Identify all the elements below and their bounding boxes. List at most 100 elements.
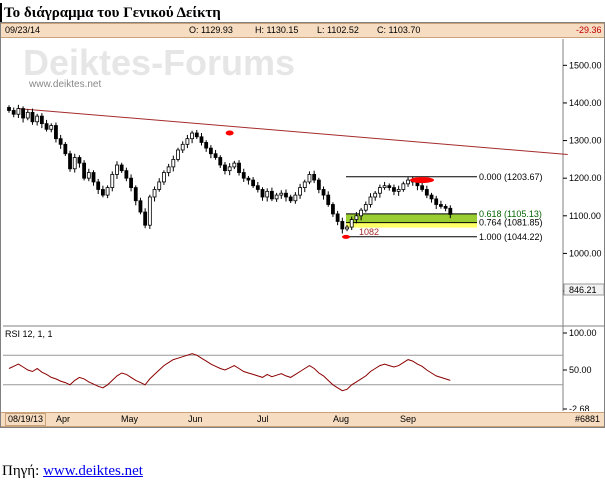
last-value-box bbox=[563, 283, 604, 296]
candle-body bbox=[96, 181, 101, 190]
candle-body bbox=[387, 185, 392, 188]
candle-body bbox=[204, 142, 209, 149]
chart-window: 09/23/14 O: 1129.93 H: 1130.15 L: 1102.5… bbox=[0, 22, 605, 428]
candle-body bbox=[185, 138, 190, 145]
candle-body bbox=[260, 189, 265, 198]
y-tick-label: 1200.00 bbox=[569, 173, 602, 183]
candle-body bbox=[377, 187, 382, 194]
source-line: Πηγή: www.deiktes.net bbox=[2, 463, 143, 480]
candle-body bbox=[316, 179, 321, 190]
candle-body bbox=[434, 198, 439, 205]
ohlc-open: O: 1129.93 bbox=[189, 25, 233, 35]
candle-body bbox=[359, 209, 364, 217]
chart-canvas: Deiktes-Forums www.deiktes.net 1500.00 14… bbox=[3, 39, 604, 411]
candle-body bbox=[58, 138, 63, 145]
fibonacci-levels: 0.000 (1203.67) 0.618 (1105.13)0.764 (108… bbox=[346, 172, 543, 242]
candle-body bbox=[82, 162, 87, 179]
candle-body bbox=[54, 125, 58, 140]
candle-body bbox=[396, 189, 401, 192]
candle-body bbox=[448, 207, 453, 215]
fib-level-label: 0.618 (1105.13) bbox=[479, 209, 542, 219]
candle-body bbox=[143, 211, 148, 226]
ohlc-close: C: 1103.70 bbox=[377, 25, 421, 35]
fib-band-green bbox=[346, 213, 477, 223]
last-value-label: 846.21 bbox=[569, 285, 597, 295]
candle-body bbox=[274, 194, 279, 200]
candle-body bbox=[162, 172, 166, 183]
low-highlight bbox=[342, 234, 350, 239]
candle-body bbox=[241, 172, 246, 179]
candle-body bbox=[293, 194, 298, 202]
candle-body bbox=[354, 215, 359, 220]
candle-body bbox=[232, 162, 237, 168]
candle-body bbox=[424, 189, 429, 196]
rsi-y-tick-label: 50.00 bbox=[569, 365, 592, 375]
candle-body bbox=[35, 115, 40, 123]
candle-body bbox=[7, 107, 11, 111]
candle-body bbox=[227, 166, 232, 172]
low-label: 1082 bbox=[359, 227, 379, 237]
candle-body bbox=[25, 111, 30, 119]
y-tick-label: 1300.00 bbox=[569, 136, 602, 146]
candle-body bbox=[223, 164, 227, 172]
trendline-line bbox=[18, 108, 568, 155]
peak-highlight bbox=[410, 177, 434, 184]
candle-body bbox=[321, 189, 326, 196]
peak-highlight bbox=[225, 130, 234, 136]
month-label: Jul bbox=[257, 414, 269, 424]
rsi-panel: RSI 12, 1, 1 100.00 50.00 -2.68 bbox=[3, 328, 597, 411]
ohlc-low: L: 1102.52 bbox=[317, 25, 359, 35]
candle-body bbox=[72, 157, 77, 170]
candle-body bbox=[331, 204, 335, 215]
price-annotations: 1082 bbox=[225, 130, 434, 239]
candle-body bbox=[270, 190, 274, 200]
candle-body bbox=[255, 185, 260, 190]
candle-body bbox=[77, 157, 82, 164]
candle-body bbox=[265, 190, 270, 198]
month-label: Apr bbox=[56, 414, 71, 424]
fib-level-label: 0.764 (1081.85) bbox=[479, 218, 543, 228]
candle-body bbox=[246, 177, 251, 181]
candle-body bbox=[194, 132, 199, 138]
candle-body bbox=[237, 162, 241, 173]
rsi-y-tick-label: 100.00 bbox=[569, 328, 597, 338]
y-tick-label: 1400.00 bbox=[569, 98, 602, 108]
candle-body bbox=[68, 153, 72, 170]
candle-body bbox=[279, 192, 284, 196]
candle-body bbox=[11, 110, 16, 115]
ohlc-date: 09/23/14 bbox=[5, 25, 41, 35]
candle-body bbox=[439, 204, 443, 207]
ohlc-high: H: 1130.15 bbox=[255, 25, 299, 35]
candle-body bbox=[180, 143, 185, 151]
candle-body bbox=[39, 115, 44, 125]
candle-body bbox=[100, 189, 105, 196]
candle-body bbox=[147, 196, 152, 226]
source-link[interactable]: www.deiktes.net bbox=[43, 463, 143, 479]
candle-body bbox=[392, 187, 396, 192]
candle-body bbox=[115, 164, 119, 175]
fib-level-label: 1.000 (1044.22) bbox=[479, 232, 543, 242]
candle-body bbox=[152, 189, 157, 198]
page-title: Το διάγραμμα του Γενικού Δείκτη bbox=[0, 3, 605, 23]
candle-body bbox=[86, 172, 91, 179]
candle-body bbox=[420, 185, 425, 190]
candle-body bbox=[49, 125, 54, 130]
fib-level-label: 0.000 (1203.67) bbox=[479, 172, 543, 182]
candle-body bbox=[302, 181, 307, 188]
candle-body bbox=[105, 187, 110, 196]
candle-body bbox=[429, 194, 434, 200]
candle-body bbox=[199, 136, 204, 143]
candle-body bbox=[44, 123, 49, 130]
candle-body bbox=[218, 157, 223, 166]
price-axis: 1500.00 1400.00 1300.00 1200.00 1100.00 1000.… bbox=[3, 39, 604, 411]
candle-body bbox=[401, 183, 406, 190]
month-label: Jun bbox=[188, 414, 203, 424]
candle-body bbox=[166, 166, 171, 173]
candle-body bbox=[443, 205, 448, 209]
rsi-line bbox=[8, 353, 451, 392]
candle-body bbox=[298, 187, 302, 196]
watermark-url: www.deiktes.net bbox=[28, 79, 101, 90]
candle-body bbox=[312, 174, 317, 181]
candle-body bbox=[213, 153, 218, 158]
fib-band-yellow bbox=[346, 222, 477, 228]
